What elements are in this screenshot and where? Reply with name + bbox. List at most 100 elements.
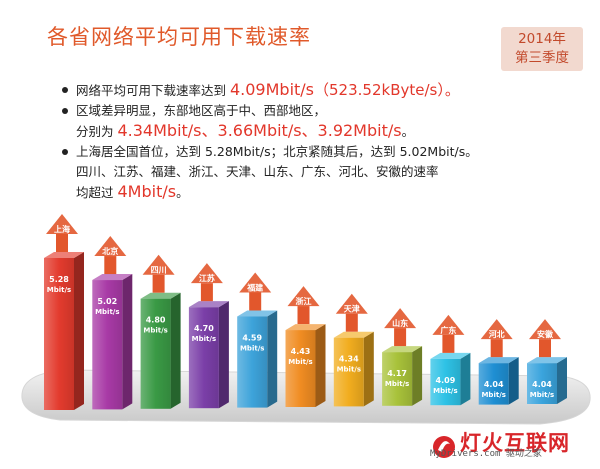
bar-top	[527, 357, 567, 364]
arrow-head	[239, 272, 272, 293]
arrow-head	[46, 214, 78, 234]
site-logo	[433, 436, 455, 458]
category-label: 河北	[489, 329, 505, 339]
bar-top	[478, 357, 519, 364]
arrow-head	[94, 236, 127, 257]
bar-top	[140, 292, 181, 299]
bar-side	[460, 352, 471, 406]
bar-10: 河北 4.04 Mbit/s	[478, 319, 519, 405]
bar-side	[412, 346, 423, 406]
bullet-line: 四川、江苏、福建、浙江、天津、山东、广东、河北、安徽的速率	[76, 164, 439, 179]
unit-label: Mbit/s	[288, 358, 312, 366]
category-label: 四川	[151, 266, 167, 275]
bar-front	[237, 316, 268, 408]
bar-front	[478, 363, 509, 405]
unit-label: Mbit/s	[530, 391, 554, 399]
arrow-head	[432, 314, 465, 335]
arrow-shaft	[152, 274, 165, 293]
value-label: 4.43	[291, 347, 311, 356]
bar-1: 上海 5.28 Mbit/s	[44, 214, 84, 410]
bar-4: 江苏 4.70 Mbit/s	[188, 263, 229, 409]
unit-label: Mbit/s	[47, 286, 71, 294]
bar-9: 广东 4.09 Mbit/s	[430, 314, 471, 406]
unit-label: Mbit/s	[433, 387, 457, 395]
badge-quarter: 第三季度	[515, 50, 569, 66]
arrow-head	[384, 308, 417, 329]
bar-front	[333, 337, 364, 407]
bullet-provinces: 上海居全国首位，达到 5.28Mbit/s；北京紧随其后，达到 5.02Mbit…	[60, 142, 580, 203]
arrow-head	[190, 263, 223, 284]
bar-front	[140, 298, 171, 409]
bar-side	[267, 310, 278, 408]
badge-year: 2014年	[518, 31, 566, 47]
bar-side	[557, 357, 567, 404]
category-label: 上海	[54, 224, 70, 234]
bar-side	[315, 324, 326, 407]
highlight-paren: （523.52kByte/s）。	[314, 81, 460, 99]
page-title: 各省网络平均可用下载速率	[47, 25, 311, 49]
arrow-shaft	[394, 328, 407, 347]
arrow-shaft	[104, 256, 117, 275]
bar-top	[44, 252, 84, 258]
value-label: 4.34	[339, 355, 359, 364]
bar-2: 北京 5.02 Mbit/s	[92, 236, 133, 410]
category-label: 江苏	[199, 273, 215, 283]
arrow-head	[480, 319, 513, 340]
bar-top	[430, 352, 471, 359]
unit-label: Mbit/s	[240, 345, 264, 353]
bar-top	[92, 274, 133, 281]
arrow-head	[142, 254, 175, 275]
category-label: 广东	[440, 325, 456, 335]
value-label: 4.04	[532, 380, 552, 389]
bar-8: 山东 4.17 Mbit/s	[382, 308, 423, 406]
category-label: 山东	[392, 318, 408, 328]
value-label: 4.70	[194, 324, 214, 333]
bar-side	[122, 274, 133, 410]
bar-6: 浙江 4.43 Mbit/s	[285, 286, 326, 407]
arrow-shaft	[345, 313, 358, 332]
bar-3: 四川 4.80 Mbit/s	[140, 254, 181, 409]
category-label: 天津	[344, 304, 360, 314]
unit-label: Mbit/s	[95, 308, 119, 316]
bar-front	[44, 258, 74, 410]
bar-front	[430, 358, 461, 406]
value-label: 4.80	[146, 316, 166, 325]
bullet-line: 区域差异明显，东部地区高于中、西部地区，	[76, 103, 327, 118]
value-label: 4.09	[436, 376, 456, 385]
category-label: 安徽	[537, 329, 554, 339]
bar-side	[508, 357, 519, 405]
unit-label: Mbit/s	[143, 327, 167, 335]
bullet-average: 网络平均可用下载速率达到 4.09Mbit/s（523.52kByte/s）。	[60, 80, 580, 101]
category-label: 北京	[102, 246, 118, 256]
bar-front	[527, 363, 557, 404]
flame-icon	[438, 441, 450, 452]
bullet-line: 上海居全国首位，达到 5.28Mbit/s；北京紧随其后，达到 5.02Mbit…	[76, 144, 478, 159]
bar-front	[382, 352, 413, 406]
bar-top	[285, 324, 326, 331]
bar-front	[188, 307, 219, 409]
bar-top	[333, 331, 374, 338]
value-label: 5.02	[97, 297, 117, 306]
category-label: 浙江	[296, 296, 312, 306]
arrow-shaft	[297, 306, 310, 325]
value-label: 4.17	[387, 369, 407, 378]
bar-11: 安徽 4.04 Mbit/s	[527, 319, 567, 404]
highlight-value: 4.34Mbit/s、3.66Mbit/s、3.92Mbit/s	[117, 121, 402, 140]
value-label: 5.28	[49, 275, 69, 284]
value-label: 4.59	[242, 334, 262, 343]
bullet-text: 。	[176, 185, 189, 200]
value-label: 4.04	[484, 380, 504, 389]
bar-side	[363, 331, 374, 407]
bar-front	[285, 330, 316, 407]
bullet-regions: 区域差异明显，东部地区高于中、西部地区， 分别为 4.34Mbit/s、3.66…	[60, 101, 580, 142]
arrow-shaft	[200, 283, 213, 302]
arrow-shaft	[249, 292, 262, 311]
bullet-text: 均超过	[76, 185, 118, 200]
watermark: MyDrivers.com 驱动之家	[430, 449, 542, 459]
unit-label: Mbit/s	[192, 335, 216, 343]
unit-label: Mbit/s	[481, 391, 505, 399]
bar-5: 福建 4.59 Mbit/s	[237, 272, 278, 408]
bar-top	[237, 310, 278, 317]
bar-top	[188, 301, 229, 308]
arrow-shaft	[539, 339, 551, 358]
